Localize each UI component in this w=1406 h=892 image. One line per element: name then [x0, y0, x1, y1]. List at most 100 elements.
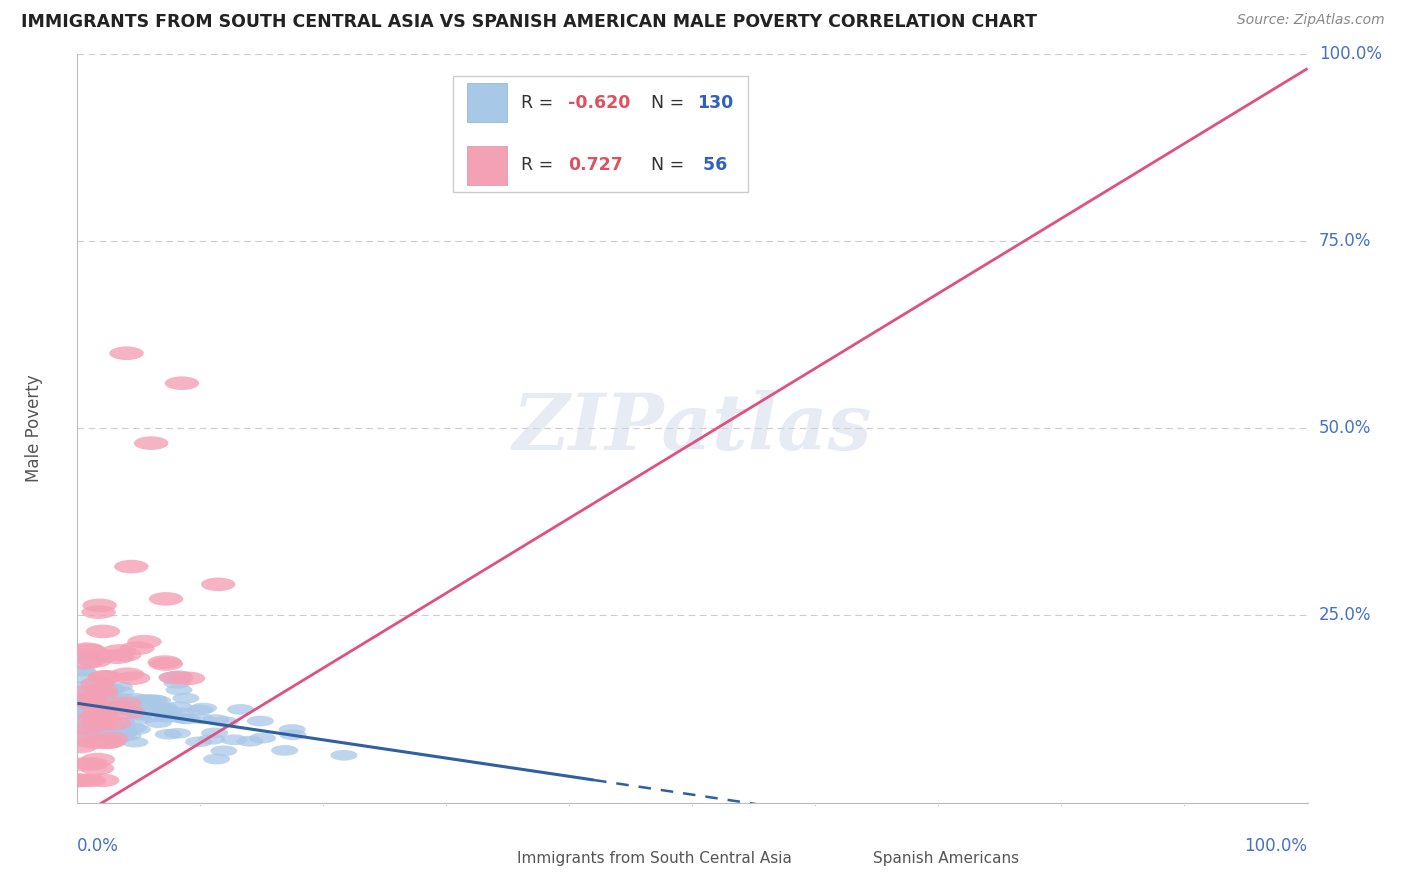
Ellipse shape	[148, 656, 181, 669]
Ellipse shape	[131, 694, 157, 705]
Ellipse shape	[98, 683, 125, 694]
Ellipse shape	[84, 689, 112, 699]
Ellipse shape	[86, 649, 120, 663]
Ellipse shape	[190, 703, 217, 714]
Text: IMMIGRANTS FROM SOUTH CENTRAL ASIA VS SPANISH AMERICAN MALE POVERTY CORRELATION : IMMIGRANTS FROM SOUTH CENTRAL ASIA VS SP…	[21, 13, 1038, 31]
Ellipse shape	[75, 681, 101, 691]
Ellipse shape	[79, 656, 105, 666]
Ellipse shape	[76, 696, 103, 706]
Ellipse shape	[76, 706, 103, 716]
Ellipse shape	[143, 695, 172, 706]
Ellipse shape	[80, 753, 115, 766]
Ellipse shape	[135, 694, 162, 705]
Ellipse shape	[110, 346, 143, 360]
Ellipse shape	[115, 672, 150, 685]
Ellipse shape	[70, 707, 97, 718]
Ellipse shape	[66, 694, 93, 705]
Ellipse shape	[141, 694, 167, 705]
Ellipse shape	[72, 644, 107, 657]
Ellipse shape	[101, 694, 128, 705]
Ellipse shape	[90, 736, 124, 749]
Ellipse shape	[103, 734, 131, 745]
Ellipse shape	[86, 704, 112, 714]
Ellipse shape	[76, 700, 103, 711]
Ellipse shape	[91, 735, 127, 748]
Ellipse shape	[107, 648, 142, 662]
Ellipse shape	[139, 712, 166, 723]
Ellipse shape	[125, 714, 153, 725]
Ellipse shape	[73, 686, 100, 697]
Ellipse shape	[63, 757, 97, 771]
Ellipse shape	[77, 698, 111, 712]
Ellipse shape	[167, 707, 195, 718]
Ellipse shape	[249, 732, 276, 743]
Ellipse shape	[211, 746, 238, 756]
Ellipse shape	[128, 635, 162, 648]
FancyBboxPatch shape	[841, 847, 868, 871]
Ellipse shape	[80, 692, 107, 703]
Ellipse shape	[152, 708, 179, 719]
Ellipse shape	[165, 728, 191, 739]
Ellipse shape	[80, 762, 114, 775]
Ellipse shape	[156, 706, 183, 716]
Ellipse shape	[166, 701, 193, 712]
Ellipse shape	[111, 705, 139, 715]
Ellipse shape	[89, 690, 115, 700]
Ellipse shape	[66, 685, 100, 699]
FancyBboxPatch shape	[467, 84, 506, 122]
Ellipse shape	[120, 641, 155, 655]
Text: 56: 56	[697, 156, 728, 174]
Ellipse shape	[75, 705, 101, 715]
Ellipse shape	[91, 730, 120, 740]
Ellipse shape	[107, 697, 142, 710]
Ellipse shape	[73, 718, 100, 729]
Ellipse shape	[114, 731, 142, 741]
Ellipse shape	[174, 714, 201, 724]
Ellipse shape	[114, 560, 149, 574]
Ellipse shape	[89, 691, 115, 702]
Ellipse shape	[69, 665, 97, 676]
Ellipse shape	[330, 750, 357, 761]
Ellipse shape	[91, 719, 118, 730]
FancyBboxPatch shape	[484, 847, 510, 871]
Ellipse shape	[228, 704, 254, 714]
Ellipse shape	[145, 717, 172, 728]
Ellipse shape	[280, 730, 307, 740]
Text: R =: R =	[522, 94, 560, 112]
Ellipse shape	[77, 654, 111, 668]
Ellipse shape	[166, 685, 193, 696]
Ellipse shape	[149, 592, 183, 606]
Text: 0.727: 0.727	[568, 156, 623, 174]
Ellipse shape	[186, 737, 212, 747]
Ellipse shape	[173, 693, 200, 704]
Ellipse shape	[83, 688, 110, 698]
Ellipse shape	[89, 670, 124, 683]
Ellipse shape	[94, 731, 128, 745]
Ellipse shape	[67, 721, 96, 731]
Ellipse shape	[150, 702, 177, 713]
Ellipse shape	[60, 773, 96, 787]
Ellipse shape	[70, 723, 98, 733]
Ellipse shape	[186, 705, 214, 715]
Ellipse shape	[98, 684, 125, 695]
Ellipse shape	[84, 687, 118, 700]
Text: Immigrants from South Central Asia: Immigrants from South Central Asia	[516, 852, 792, 866]
Ellipse shape	[83, 683, 118, 697]
Ellipse shape	[221, 734, 247, 745]
Ellipse shape	[121, 737, 149, 747]
Ellipse shape	[84, 773, 120, 787]
Text: 100.0%: 100.0%	[1319, 45, 1382, 62]
Ellipse shape	[72, 773, 105, 787]
Text: 130: 130	[697, 94, 734, 112]
Ellipse shape	[149, 657, 183, 671]
Ellipse shape	[110, 723, 136, 733]
Ellipse shape	[65, 701, 91, 712]
Ellipse shape	[108, 693, 135, 704]
Ellipse shape	[87, 690, 114, 701]
Ellipse shape	[65, 714, 91, 724]
Ellipse shape	[163, 678, 191, 689]
Text: 100.0%: 100.0%	[1244, 837, 1308, 855]
Ellipse shape	[75, 694, 101, 705]
Text: 50.0%: 50.0%	[1319, 419, 1371, 437]
Ellipse shape	[87, 726, 114, 737]
